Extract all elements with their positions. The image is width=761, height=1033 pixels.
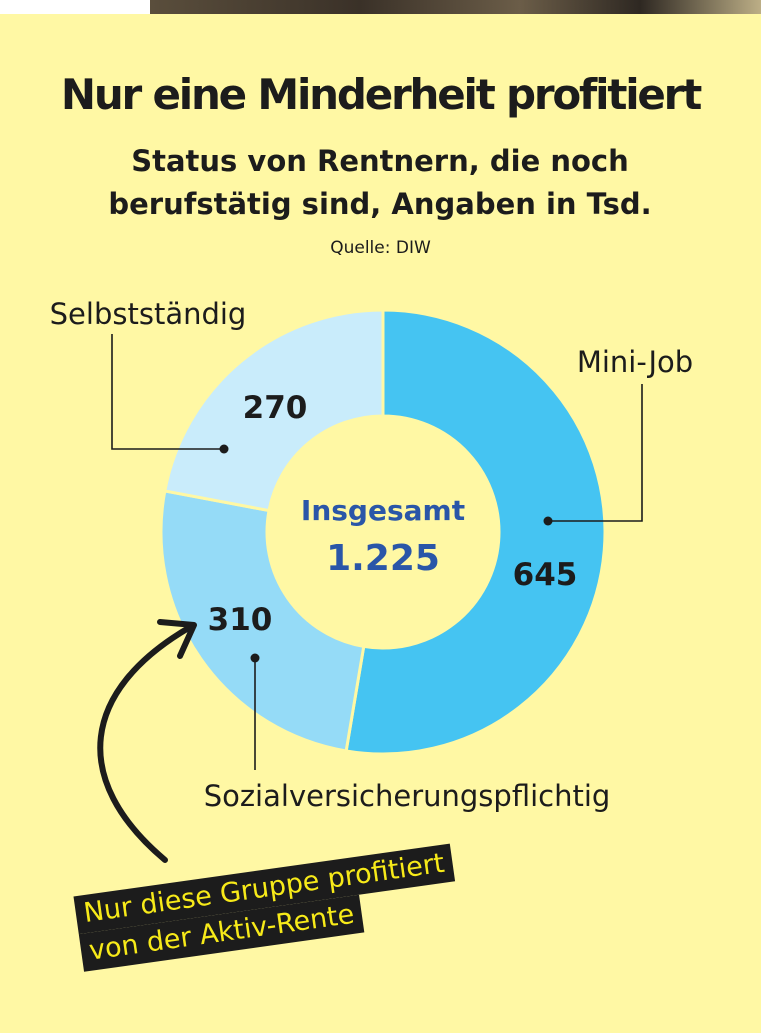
category-label-mini-job: Mini-Job bbox=[577, 345, 693, 379]
leader-dot-mini-job bbox=[543, 516, 553, 526]
leader-line-selbstst-ndig bbox=[111, 334, 224, 450]
leader-line-mini-job bbox=[548, 384, 643, 522]
chart-source: Quelle: DIW bbox=[330, 238, 431, 258]
value-label-selbstst-ndig: 270 bbox=[243, 390, 308, 426]
slice-sozialversicherungspflichtig bbox=[159, 489, 366, 753]
chart-subtitle: Status von Rentnern, die noch berufstäti… bbox=[108, 144, 652, 221]
value-label-sozialversicherungspflichtig: 310 bbox=[208, 602, 273, 638]
slice-mini-job bbox=[344, 308, 607, 756]
chart-title: Nur eine Minderheit profitiert bbox=[60, 70, 702, 119]
category-label-sozialversicherungspflichtig: Sozialversicherungspflichtig bbox=[204, 779, 611, 813]
value-label-mini-job: 645 bbox=[513, 557, 578, 593]
slice-selbstst-ndig bbox=[163, 308, 385, 513]
category-label-selbstst-ndig: Selbstständig bbox=[50, 297, 247, 331]
leader-dot-sozialversicherungspflichtig bbox=[250, 653, 260, 663]
photo-strip bbox=[0, 0, 761, 14]
center-total: 1.225 bbox=[326, 538, 440, 579]
leader-dot-selbstst-ndig bbox=[219, 444, 229, 454]
center-label: Insgesamt bbox=[301, 494, 465, 527]
callout-arrow bbox=[97, 623, 195, 863]
callout-arrowhead bbox=[157, 619, 197, 659]
